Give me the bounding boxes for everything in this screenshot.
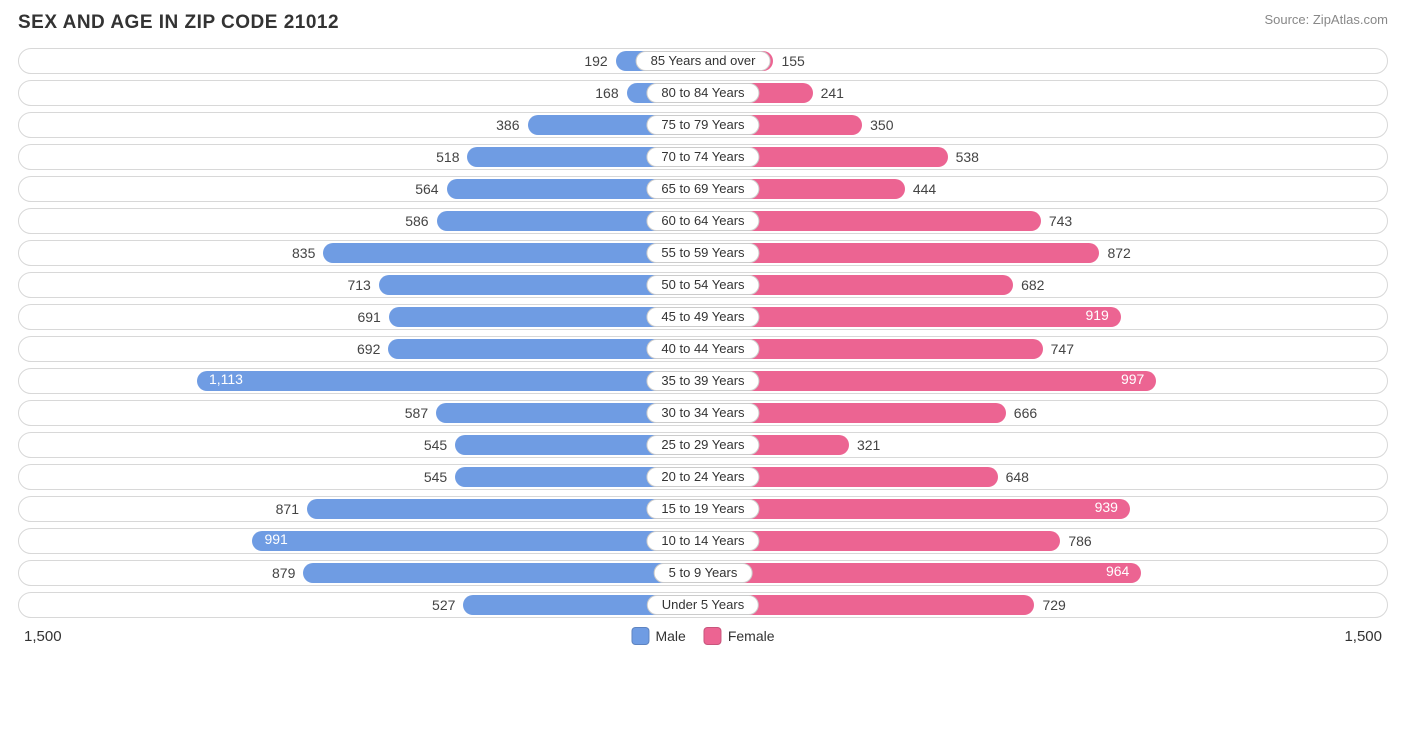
male-value: 871 [268, 501, 307, 517]
pyramid-row: 879 964 5 to 9 Years [18, 560, 1388, 586]
female-value: 786 [1060, 533, 1099, 549]
female-value: 997 [1113, 371, 1152, 387]
population-pyramid-chart: 192 15585 Years and over 168 241 80 to 84 Ye… [18, 48, 1388, 618]
male-value: 1,113 [201, 371, 251, 387]
pyramid-row: 835 872 55 to 59 Years [18, 240, 1388, 266]
female-bar: 939 [703, 499, 1130, 519]
male-bar [307, 499, 703, 519]
pyramid-row: 871 939 15 to 19 Years [18, 496, 1388, 522]
pyramid-row: 545 648 20 to 24 Years [18, 464, 1388, 490]
male-value: 879 [264, 565, 303, 581]
male-value: 545 [416, 437, 455, 453]
female-value: 919 [1077, 307, 1116, 323]
pyramid-row: 691 919 45 to 49 Years [18, 304, 1388, 330]
female-value: 747 [1043, 341, 1082, 357]
age-category-label: 55 to 59 Years [646, 243, 759, 263]
female-value: 743 [1041, 213, 1080, 229]
male-swatch-icon [631, 627, 649, 645]
age-category-label: 70 to 74 Years [646, 147, 759, 167]
female-value: 872 [1099, 245, 1138, 261]
pyramid-row: 192 15585 Years and over [18, 48, 1388, 74]
female-value: 939 [1087, 499, 1126, 515]
female-bar: 964 [703, 563, 1141, 583]
age-category-label: 85 Years and over [636, 51, 771, 71]
pyramid-row: 168 241 80 to 84 Years [18, 80, 1388, 106]
male-value: 587 [397, 405, 436, 421]
legend-female-label: Female [728, 628, 775, 644]
female-value: 682 [1013, 277, 1052, 293]
male-value: 168 [587, 85, 626, 101]
age-category-label: 50 to 54 Years [646, 275, 759, 295]
female-swatch-icon [704, 627, 722, 645]
pyramid-row: 518 538 70 to 74 Years [18, 144, 1388, 170]
pyramid-row: 713 682 50 to 54 Years [18, 272, 1388, 298]
pyramid-row: 527 729 Under 5 Years [18, 592, 1388, 618]
male-bar [303, 563, 703, 583]
male-value: 713 [339, 277, 378, 293]
age-category-label: 40 to 44 Years [646, 339, 759, 359]
age-category-label: 20 to 24 Years [646, 467, 759, 487]
female-value: 155 [773, 53, 812, 69]
chart-legend: Male Female [631, 627, 774, 645]
female-bar [703, 243, 1099, 263]
age-category-label: 15 to 19 Years [646, 499, 759, 519]
female-value: 648 [998, 469, 1037, 485]
female-value: 241 [813, 85, 852, 101]
pyramid-row: 386 350 75 to 79 Years [18, 112, 1388, 138]
chart-source: Source: ZipAtlas.com [1264, 12, 1388, 27]
female-value: 321 [849, 437, 888, 453]
age-category-label: 25 to 29 Years [646, 435, 759, 455]
male-value: 691 [349, 309, 388, 325]
age-category-label: 10 to 14 Years [646, 531, 759, 551]
chart-title: SEX AND AGE IN ZIP CODE 21012 [18, 12, 339, 34]
age-category-label: 60 to 64 Years [646, 211, 759, 231]
male-value: 586 [397, 213, 436, 229]
female-value: 729 [1034, 597, 1073, 613]
chart-header: SEX AND AGE IN ZIP CODE 21012 Source: Zi… [18, 12, 1388, 34]
legend-item-male: Male [631, 627, 685, 645]
male-value: 835 [284, 245, 323, 261]
axis-max-left: 1,500 [24, 628, 62, 645]
age-category-label: 65 to 69 Years [646, 179, 759, 199]
female-value: 666 [1006, 405, 1045, 421]
male-value: 692 [349, 341, 388, 357]
legend-male-label: Male [655, 628, 685, 644]
age-category-label: 30 to 34 Years [646, 403, 759, 423]
female-value: 444 [905, 181, 944, 197]
chart-footer: 1,500 Male Female 1,500 [18, 624, 1388, 648]
male-value: 545 [416, 469, 455, 485]
legend-item-female: Female [704, 627, 775, 645]
pyramid-row: 545 321 25 to 29 Years [18, 432, 1388, 458]
male-bar: 991 [252, 531, 703, 551]
pyramid-row: 1,113 997 35 to 39 Years [18, 368, 1388, 394]
age-category-label: 75 to 79 Years [646, 115, 759, 135]
female-bar: 919 [703, 307, 1121, 327]
male-value: 527 [424, 597, 463, 613]
female-value: 538 [948, 149, 987, 165]
female-value: 350 [862, 117, 901, 133]
female-value: 964 [1098, 563, 1137, 579]
male-value: 192 [576, 53, 615, 69]
male-bar: 1,113 [197, 371, 703, 391]
age-category-label: 5 to 9 Years [654, 563, 753, 583]
pyramid-row: 991 786 10 to 14 Years [18, 528, 1388, 554]
male-value: 386 [488, 117, 527, 133]
pyramid-row: 586 743 60 to 64 Years [18, 208, 1388, 234]
pyramid-row: 564 444 65 to 69 Years [18, 176, 1388, 202]
pyramid-row: 587 666 30 to 34 Years [18, 400, 1388, 426]
male-value: 991 [256, 531, 295, 547]
age-category-label: 80 to 84 Years [646, 83, 759, 103]
age-category-label: Under 5 Years [647, 595, 759, 615]
male-value: 518 [428, 149, 467, 165]
male-value: 564 [407, 181, 446, 197]
axis-max-right: 1,500 [1344, 628, 1382, 645]
pyramid-row: 692 747 40 to 44 Years [18, 336, 1388, 362]
female-bar: 997 [703, 371, 1156, 391]
age-category-label: 45 to 49 Years [646, 307, 759, 327]
age-category-label: 35 to 39 Years [646, 371, 759, 391]
